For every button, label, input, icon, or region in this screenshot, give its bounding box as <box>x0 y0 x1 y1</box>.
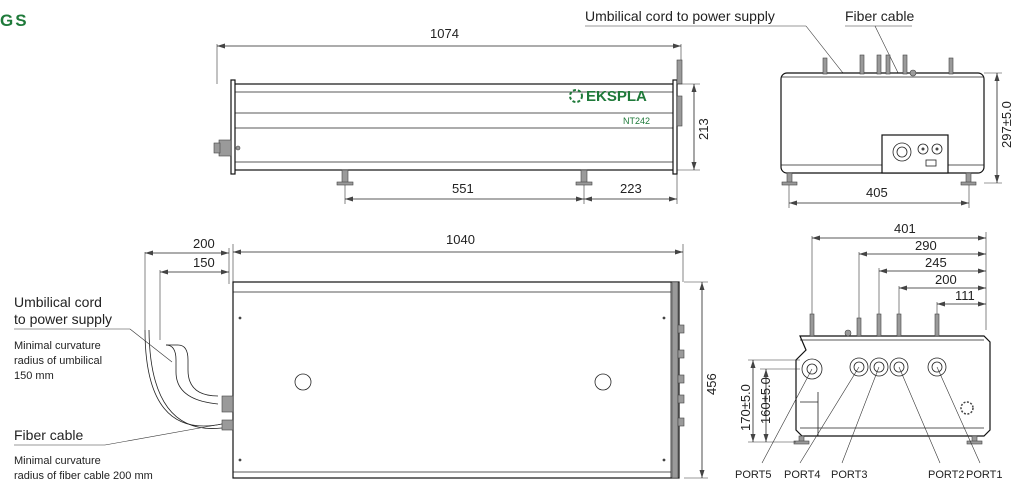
note-umbilical-line3: 150 mm <box>14 370 54 382</box>
dim-1074: 1074 <box>430 26 459 41</box>
label-umbilical-line1: Umbilical cord <box>14 294 102 310</box>
side-view: 1074 EKSPLA NT242 213 <box>213 26 711 204</box>
dim-150-plan: 150 <box>193 255 215 270</box>
port4-label: PORT4 <box>784 469 820 481</box>
dim-551: 551 <box>452 181 474 196</box>
model-label: NT242 <box>623 116 650 126</box>
dim-1040: 1040 <box>446 232 475 247</box>
note-umbilical-line2: radius of umbilical <box>14 355 102 367</box>
dim-160: 160±5.0 <box>758 377 773 424</box>
dim-111: 111 <box>955 288 975 303</box>
dim-456: 456 <box>704 373 719 395</box>
port5-label: PORT5 <box>735 469 771 481</box>
ekspla-mark-icon <box>960 401 974 415</box>
dim-401: 401 <box>894 221 916 236</box>
label-umbilical-top: Umbilical cord to power supply <box>585 8 775 24</box>
dim-200-ports: 200 <box>935 272 957 287</box>
port3-label: PORT3 <box>831 469 867 481</box>
dim-290: 290 <box>915 238 937 253</box>
dim-245: 245 <box>925 255 947 270</box>
corner-text: GS <box>0 11 29 30</box>
label-fiber-plan: Fiber cable <box>14 427 83 443</box>
dim-213: 213 <box>696 118 711 140</box>
dim-405: 405 <box>866 185 888 200</box>
note-fiber-line2: radius of fiber cable 200 mm <box>14 470 153 482</box>
note-umbilical-line1: Minimal curvature <box>14 340 101 352</box>
dim-223: 223 <box>620 181 642 196</box>
dim-170: 170±5.0 <box>738 384 753 431</box>
ekspla-logo-icon: EKSPLA <box>569 88 647 105</box>
port2-label: PORT2 <box>928 469 964 481</box>
port1-label: PORT1 <box>966 469 1002 481</box>
end-view: Umbilical cord to power supply Fiber cab… <box>585 8 1013 208</box>
label-fiber-top: Fiber cable <box>845 8 914 24</box>
port-circles <box>801 357 947 380</box>
ports-view: 401 290 245 200 111 <box>735 221 1002 481</box>
dim-200-plan: 200 <box>193 236 215 251</box>
label-umbilical-line2: to power supply <box>14 311 112 327</box>
dim-297: 297±5.0 <box>999 101 1013 148</box>
logo-text: EKSPLA <box>586 88 647 105</box>
plan-view: 200 150 1040 <box>14 232 719 482</box>
note-fiber-line1: Minimal curvature <box>14 455 101 467</box>
